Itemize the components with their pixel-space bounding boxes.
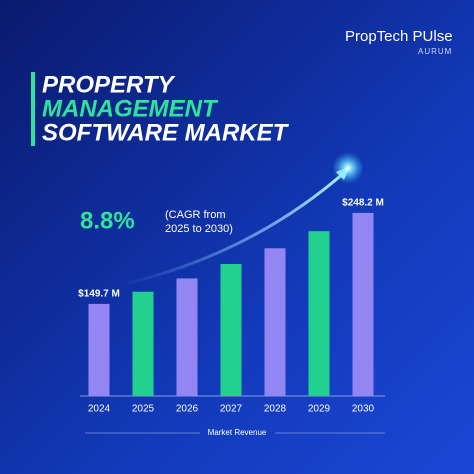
bar bbox=[132, 291, 154, 396]
growth-arrow bbox=[119, 170, 346, 287]
title-line: MANAGEMENT bbox=[42, 95, 219, 122]
value-label: $149.7 M bbox=[78, 289, 120, 300]
bar bbox=[220, 263, 242, 396]
x-tick-label: 2029 bbox=[308, 404, 331, 415]
value-label: $248.2 M bbox=[342, 198, 384, 209]
brand: PropTech PUlse bbox=[345, 28, 453, 45]
sub-brand: AURUM bbox=[418, 47, 452, 56]
title-line: SOFTWARE MARKET bbox=[42, 119, 290, 146]
title-line: PROPERTY bbox=[42, 71, 176, 98]
bar bbox=[352, 212, 374, 396]
bar bbox=[176, 278, 198, 396]
x-tick-label: 2025 bbox=[132, 404, 155, 415]
cagr-note: (CAGR from bbox=[165, 209, 226, 221]
x-axis-label: Market Revenue bbox=[208, 428, 267, 437]
bar bbox=[88, 303, 110, 396]
x-tick-label: 2028 bbox=[264, 404, 287, 415]
cagr-note: 2025 to 2030) bbox=[165, 223, 233, 235]
x-tick-label: 2027 bbox=[220, 404, 243, 415]
glow bbox=[332, 152, 364, 184]
x-tick-label: 2026 bbox=[176, 404, 199, 415]
bar bbox=[264, 248, 286, 396]
cagr-value: 8.8% bbox=[80, 207, 135, 234]
x-tick-label: 2030 bbox=[352, 404, 375, 415]
bar bbox=[308, 231, 330, 396]
x-tick-label: 2024 bbox=[88, 404, 111, 415]
title-accent bbox=[31, 72, 35, 146]
